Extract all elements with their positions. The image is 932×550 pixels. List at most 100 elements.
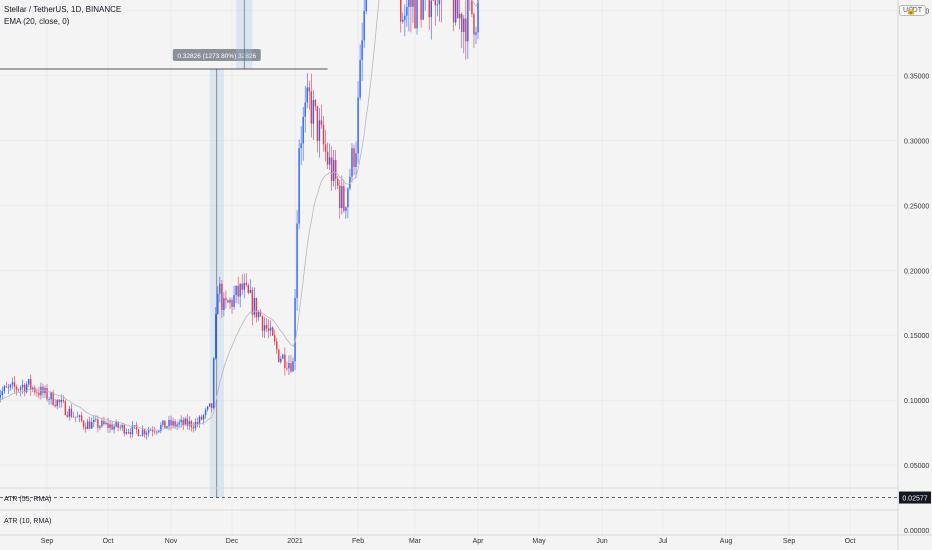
- candle-body: [141, 429, 144, 436]
- candle-body: [21, 384, 24, 388]
- candle-body: [461, 13, 463, 32]
- candle-body: [263, 325, 266, 331]
- candle-body: [178, 422, 180, 425]
- x-axis[interactable]: Sep Oct Nov Dec 2021 Feb Mar Apr May Jun Jul Aug Sep…: [0, 534, 932, 545]
- candle-body: [341, 186, 343, 209]
- candle-body: [28, 379, 30, 385]
- candle-body: [127, 432, 130, 433]
- candle-body: [38, 392, 40, 396]
- candle-body: [25, 384, 28, 393]
- candle-body: [298, 148, 300, 224]
- candle-body: [422, 0, 424, 20]
- candle-body: [42, 386, 44, 394]
- low-price-value: 0.02577: [902, 496, 927, 503]
- candle-body: [328, 157, 331, 165]
- price-badges: 0.5242715:27:460.02577: [899, 491, 931, 504]
- candle-body: [7, 387, 10, 388]
- candle-body: [363, 11, 365, 41]
- candle-body: [261, 316, 264, 331]
- y-tick-label: 0.30000: [904, 138, 929, 145]
- candle-body: [66, 415, 69, 417]
- indicator-panes: ATR (55, RMA) ATR (10, RMA): [0, 487, 898, 525]
- candle-body: [52, 392, 54, 406]
- candle-body: [231, 299, 233, 307]
- candle-body: [219, 283, 221, 294]
- candle-body: [477, 0, 479, 33]
- candle-body: [467, 0, 469, 42]
- candle-body: [204, 409, 207, 416]
- candle-body: [276, 341, 278, 350]
- candle-body: [84, 426, 87, 429]
- symbol-title[interactable]: Stellar / TetherUS, 1D, BINANCE: [4, 5, 122, 14]
- measure-1-label-bg: [172, 48, 261, 61]
- ema-legend[interactable]: EMA (20, close, 0): [4, 17, 70, 26]
- candle-body: [123, 425, 125, 434]
- candle-body: [109, 424, 111, 428]
- x-tick-label: May: [532, 538, 546, 545]
- candle-body: [227, 300, 229, 303]
- candle-body: [241, 283, 243, 290]
- candle-body: [158, 430, 160, 432]
- x-tick-label: 2021: [287, 538, 303, 545]
- candle-body: [50, 392, 52, 400]
- candle-body: [95, 419, 97, 420]
- candle-body: [15, 386, 18, 390]
- candle-body: [168, 419, 170, 427]
- candle-body: [308, 87, 310, 92]
- candle-body: [103, 420, 105, 424]
- candle-body: [143, 429, 146, 435]
- candle-body: [111, 424, 113, 430]
- candle-body: [152, 430, 154, 432]
- candle-body: [206, 406, 209, 410]
- candle-body: [174, 421, 176, 427]
- candle-body: [23, 384, 26, 393]
- candle-body: [290, 362, 292, 372]
- candle-body: [202, 415, 205, 420]
- candle-body: [19, 387, 22, 390]
- candle-body: [294, 297, 296, 362]
- candle-body: [271, 327, 274, 336]
- x-tick-label: Oct: [845, 538, 856, 545]
- candle-body: [208, 403, 211, 407]
- candle-body: [125, 432, 128, 434]
- candle-body: [259, 311, 262, 317]
- candle-body: [58, 399, 60, 403]
- candle-body: [54, 405, 56, 407]
- candle-body: [408, 0, 410, 7]
- lock-icon[interactable]: 🔒: [906, 6, 916, 15]
- x-tick-label: Aug: [720, 538, 733, 545]
- candle-body: [406, 6, 408, 16]
- candle-body: [89, 421, 91, 429]
- candle-body: [76, 416, 79, 418]
- candle-body: [355, 153, 357, 168]
- candle-body: [316, 106, 319, 141]
- candle-body: [93, 419, 95, 423]
- candle-body: [186, 418, 189, 426]
- x-tick-label: Apr: [473, 538, 485, 545]
- candle-body: [32, 387, 34, 390]
- candle-body: [318, 120, 321, 141]
- candle-body: [334, 159, 337, 179]
- candle-body: [410, 0, 412, 7]
- y-tick-label: 0.00000: [904, 528, 929, 535]
- candle-body: [129, 432, 132, 435]
- candle-body: [465, 18, 467, 42]
- candle-body: [438, 0, 441, 5]
- candle-body: [454, 0, 457, 23]
- candle-body: [17, 389, 20, 391]
- candle-body: [404, 15, 406, 20]
- candle-body: [30, 379, 32, 390]
- candle-body: [332, 159, 335, 181]
- currency-button[interactable]: USDT: [898, 5, 926, 16]
- candle-body: [267, 328, 270, 331]
- candle-body: [190, 421, 193, 428]
- candle-body: [72, 416, 75, 418]
- candle-body: [322, 124, 325, 145]
- candle-body: [471, 0, 473, 14]
- candle-body: [312, 100, 315, 124]
- candle-body: [245, 283, 247, 286]
- x-tick-label: Nov: [165, 538, 178, 545]
- candle-body: [269, 327, 272, 331]
